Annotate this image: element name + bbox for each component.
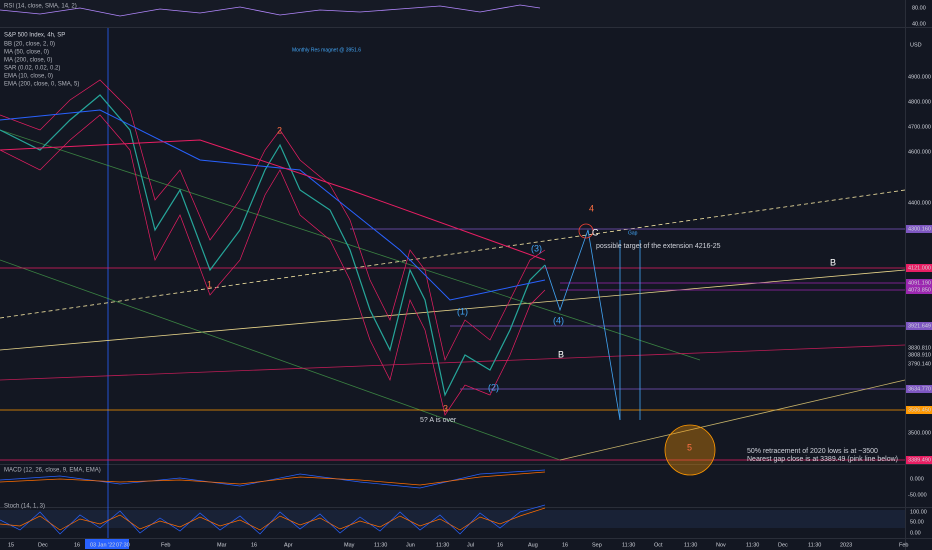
time-label: 03 Jan '22 [90, 542, 115, 548]
time-label: 07:30 [116, 542, 130, 548]
price-series [0, 79, 546, 416]
time-label: 15 [8, 542, 14, 548]
time-label: 16 [562, 542, 568, 548]
time-label: Jun [406, 542, 415, 548]
macd-axis: -50.000 [908, 492, 927, 498]
price-label: 4900.000 [908, 74, 931, 80]
price-axis: 4900.000 4800.000 4700.000 4600.000 4400.000… [906, 74, 932, 464]
wave-label: (1) [457, 306, 468, 316]
price-label: 4073.850 [908, 287, 931, 293]
time-label: Mar [217, 542, 227, 548]
time-tag [85, 539, 129, 549]
price-tag [906, 279, 932, 287]
stoch-axis: 50.00 [910, 519, 924, 525]
price-label: 3634.770 [908, 386, 931, 392]
price-label: 3830.810 [908, 345, 931, 351]
rsi-axis: 80.00 [912, 5, 926, 11]
price-label: 4600.000 [908, 149, 931, 155]
indicator: MA (200, close, 0) [4, 58, 52, 64]
indicator: BB (20, close, 2, 0) [4, 42, 55, 48]
price-label: 4400.000 [908, 200, 931, 206]
price-label: 4121.000 [908, 265, 931, 271]
wave-label: 2 [277, 125, 282, 135]
wave-label: (2) [488, 382, 499, 392]
price-tag [906, 406, 932, 414]
indicator: EMA (200, close, 0, SMA, 5) [4, 82, 79, 88]
symbol: S&P 500 Index, 4h, SP [4, 33, 65, 39]
indicator: EMA (10, close, 0) [4, 74, 53, 80]
wave-label: 3 [443, 403, 448, 413]
price-tag [906, 385, 932, 393]
time-axis: 15 Dec 16 03 Jan '22 07:30 Feb Mar 16 Apr May 11:3… [8, 539, 908, 549]
annotation: possible target of the extension 4216-25 [596, 243, 721, 250]
time-label: Feb [899, 542, 908, 548]
price-tag [906, 286, 932, 294]
time-label: 16 [251, 542, 257, 548]
wave-label: (4) [553, 315, 564, 325]
time-label: Aug [528, 542, 538, 548]
wave-label: C [592, 227, 599, 237]
price-label: 3921.649 [908, 323, 931, 329]
time-label: Oct [654, 542, 663, 548]
annotation: 50% retracement of 2020 lows is at ~3500 [747, 448, 878, 455]
annotation: Gap [628, 230, 638, 236]
stoch-axis: 100.00 [910, 509, 927, 515]
price-label: 4091.190 [908, 280, 931, 286]
indicator: SAR (0.02, 0.02, 0.2) [4, 66, 60, 72]
macd-stoch [0, 469, 546, 535]
time-label: Dec [778, 542, 788, 548]
price-label: 4800.000 [908, 99, 931, 105]
wave-label: B [830, 257, 836, 267]
currency: USD [910, 42, 922, 48]
wave-label: B [558, 349, 564, 359]
wave-label: 4 [589, 203, 594, 213]
time-label: Sep [592, 542, 602, 548]
time-label: 2023 [840, 542, 852, 548]
price-label: 3586.450 [908, 407, 931, 413]
price-tag [906, 322, 932, 330]
wave-labels: 1 2 3 4 5 C B B (1) (2) (3) (4) [207, 125, 836, 452]
time-label: 11:30 [436, 542, 449, 548]
annotation: Monthly Res magnet @ 3951.6 [292, 47, 361, 53]
annotation: 5? A is over [420, 417, 457, 424]
time-label: Dec [38, 542, 48, 548]
time-label: 16 [497, 542, 503, 548]
price-label: 3389.490 [908, 457, 931, 463]
price-label: 3790.140 [908, 361, 931, 367]
annotation: Nearest gap close is at 3389.49 (pink li… [747, 456, 898, 463]
indicator-list: BB (20, close, 2, 0) MA (50, close, 0) M… [4, 42, 79, 88]
wave-label: 1 [207, 279, 212, 289]
price-label: 4700.000 [908, 124, 931, 130]
price-label: 3500.000 [908, 430, 931, 436]
time-label: Jul [467, 542, 474, 548]
price-label: 3808.910 [908, 352, 931, 358]
time-label: May [344, 542, 355, 548]
price-tag [906, 456, 932, 464]
time-label: 11:30 [808, 542, 821, 548]
time-label: 11:30 [622, 542, 635, 548]
wave-label: (3) [531, 243, 542, 253]
price-tag [906, 225, 932, 233]
time-label: Nov [716, 542, 726, 548]
time-label: 16 [74, 542, 80, 548]
macd-axis: 0.000 [910, 476, 924, 482]
time-label: 11:30 [684, 542, 697, 548]
time-label: 11:30 [746, 542, 759, 548]
rsi-label: RSI (14, close, SMA, 14, 2) [4, 4, 77, 10]
time-label: Feb [161, 542, 170, 548]
time-label: 11:30 [374, 542, 387, 548]
indicator: MA (50, close, 0) [4, 50, 49, 56]
drawings [0, 129, 906, 476]
wave-label: 5 [687, 442, 692, 452]
rsi-axis: 40.00 [912, 21, 926, 27]
price-tag [906, 264, 932, 272]
macd-label: MACD (12, 26, close, 9, EMA, EMA) [4, 468, 101, 474]
price-label: 4300.160 [908, 226, 931, 232]
time-label: Apr [284, 542, 293, 548]
stoch-axis: 0.00 [910, 530, 921, 536]
stoch-label: Stoch (14, 1, 3) [4, 504, 45, 510]
